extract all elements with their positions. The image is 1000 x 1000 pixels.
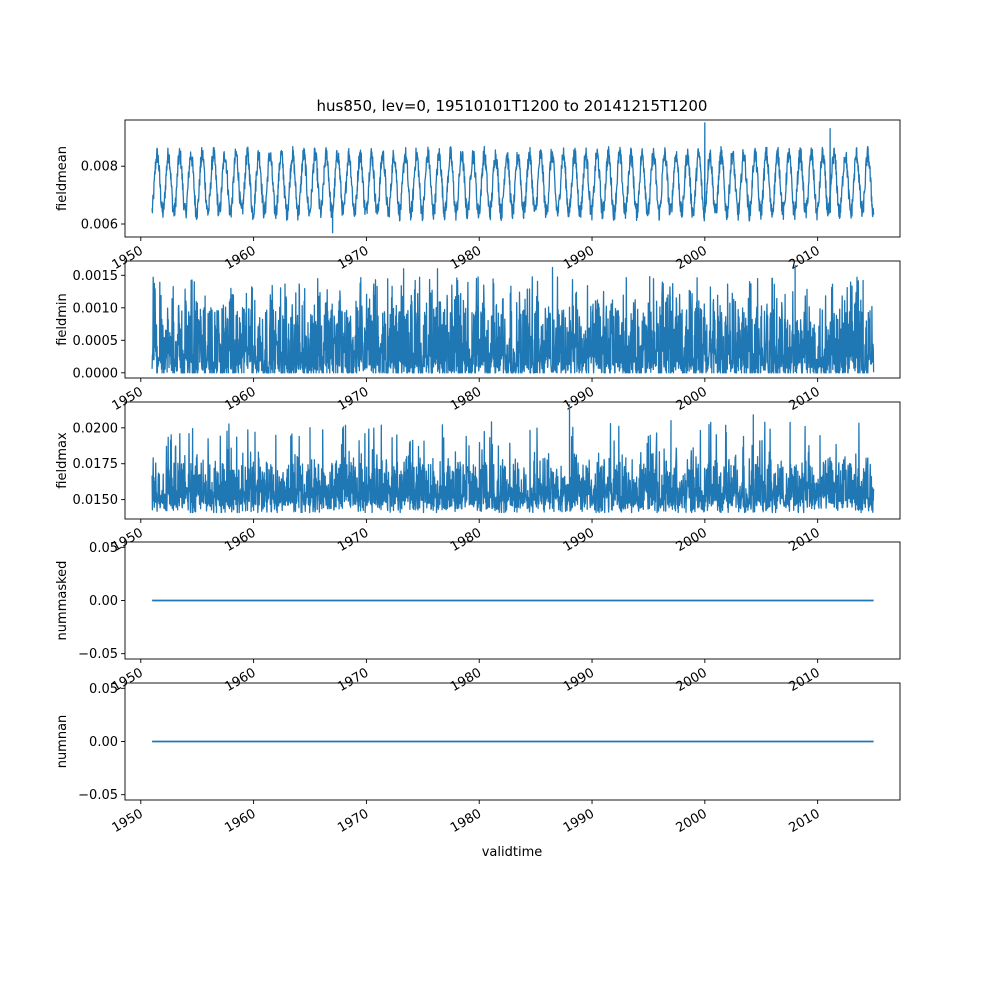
y-tick-label: 0.0200 xyxy=(73,421,119,436)
subplot-numnan: −0.05 0.00 0.05 1950 1960 1970 1980 1990 2000 201… xyxy=(55,682,901,836)
x-tick-label: 1960 xyxy=(222,806,258,836)
y-axis-label-fieldmean: fieldmean xyxy=(55,146,70,211)
series-line-fieldmax xyxy=(151,404,875,514)
x-tick-label: 1980 xyxy=(448,384,484,414)
x-tick-label: 1950 xyxy=(110,384,146,414)
y-tick-label: 0.05 xyxy=(89,541,118,556)
x-tick-label: 2010 xyxy=(786,525,822,555)
x-tick-label: 2010 xyxy=(786,243,822,273)
y-tick-label: 0.0000 xyxy=(73,366,119,381)
x-tick-label: 1950 xyxy=(110,806,146,836)
x-tick-label: 1980 xyxy=(448,806,484,836)
x-tick-label: 1960 xyxy=(222,665,258,695)
x-tick-label: 2000 xyxy=(674,665,710,695)
x-tick-label: 2010 xyxy=(786,665,822,695)
plot-frame xyxy=(124,260,901,379)
x-tick-label: 2010 xyxy=(786,806,822,836)
y-tick-label: 0.008 xyxy=(81,160,118,175)
x-tick-label: 2000 xyxy=(674,806,710,836)
y-tick-label: 0.00 xyxy=(89,594,118,609)
x-tick-label: 1990 xyxy=(561,525,597,555)
y-tick-label: −0.05 xyxy=(78,788,118,803)
x-axis-label: validtime xyxy=(482,845,543,860)
x-tick-label: 1960 xyxy=(222,243,258,273)
y-tick-label: 0.0150 xyxy=(73,493,119,508)
x-tick-label: 1990 xyxy=(561,243,597,273)
y-tick-label: 0.0010 xyxy=(73,301,119,316)
y-axis-label-nummasked: nummasked xyxy=(55,561,70,641)
y-tick-label: 0.0015 xyxy=(73,269,119,284)
x-tick-label: 1990 xyxy=(561,384,597,414)
subplots: 0.006 0.008 1950 1960 1970 1980 1990 2000 2010 fi… xyxy=(55,119,901,836)
y-tick-label: −0.05 xyxy=(78,647,118,662)
y-axis-label-fieldmax: fieldmax xyxy=(55,432,70,489)
x-tick-label: 1960 xyxy=(222,384,258,414)
x-tick-label: 1970 xyxy=(335,384,371,414)
x-tick-label: 2000 xyxy=(674,525,710,555)
series-line-fieldmean xyxy=(151,122,875,234)
x-tick-label: 1970 xyxy=(335,243,371,273)
y-tick-label: 0.0175 xyxy=(73,457,119,472)
y-tick-label: 0.006 xyxy=(81,218,118,233)
y-axis-label-numnan: numnan xyxy=(55,715,70,769)
plot-frame xyxy=(124,119,901,238)
x-tick-label: 1990 xyxy=(561,806,597,836)
x-tick-label: 1970 xyxy=(335,525,371,555)
y-tick-label: 0.05 xyxy=(89,682,118,697)
y-tick-label: 0.0005 xyxy=(73,334,119,349)
x-tick-label: 2010 xyxy=(786,384,822,414)
x-tick-label: 1990 xyxy=(561,665,597,695)
subplot-fieldmin: 0.0000 0.0005 0.0010 0.0015 1950 1960 1970 1980… xyxy=(55,260,901,414)
x-tick-label: 1970 xyxy=(335,806,371,836)
x-tick-label: 1970 xyxy=(335,665,371,695)
x-tick-label: 1980 xyxy=(448,665,484,695)
x-tick-label: 1980 xyxy=(448,243,484,273)
plot-frame xyxy=(124,401,901,520)
y-axis-label-fieldmin: fieldmin xyxy=(55,293,70,346)
x-tick-label: 2000 xyxy=(674,243,710,273)
series-line-fieldmin xyxy=(151,264,875,374)
y-tick-label: 0.00 xyxy=(89,735,118,750)
x-tick-label: 1980 xyxy=(448,525,484,555)
x-tick-label: 2000 xyxy=(674,384,710,414)
x-tick-label: 1960 xyxy=(222,525,258,555)
figure-title: hus850, lev=0, 19510101T1200 to 20141215… xyxy=(317,97,708,115)
